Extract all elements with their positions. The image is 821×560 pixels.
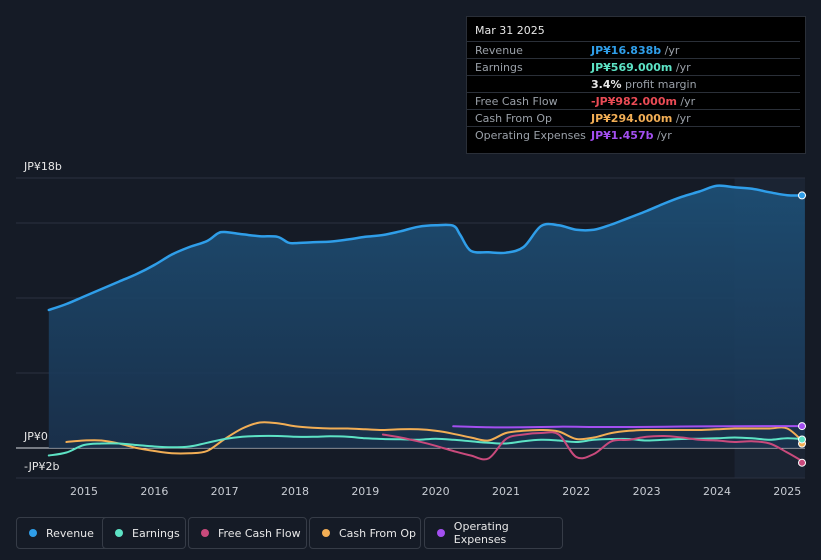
x-tick-label: 2022 [562,485,590,498]
legend-label-operating-expenses: Operating Expenses [453,520,509,546]
x-tick-label: 2015 [70,485,98,498]
tooltip-row: Operating Expenses JP¥1.457b /yr [467,126,800,143]
x-tick-label: 2020 [422,485,450,498]
legend-label-earnings: Earnings [132,526,180,540]
legend-dot-earnings [115,529,123,537]
series-line-revenue [47,184,807,312]
series-line-free-cash-flow [381,431,806,464]
legend-operating-expenses[interactable]: Operating Expenses [424,517,563,549]
tooltip-row-amount: JP¥16.838b [591,44,662,57]
tooltip-row-suffix: /yr [661,44,680,57]
tooltip-row-label: Free Cash Flow [475,95,558,108]
tooltip-row-amount: JP¥569.000m [591,61,673,74]
tooltip-panel: Mar 31 2025 Revenue JP¥16.838b /yr Earning… [466,16,806,154]
tooltip-row-value: -JP¥982.000m /yr [591,95,695,108]
x-tick-label: 2016 [140,485,168,498]
tooltip-row-value: JP¥569.000m /yr [591,61,691,74]
tooltip-row-amount: -JP¥982.000m [591,95,677,108]
x-tick-label: 2021 [492,485,520,498]
legend-label-free-cash-flow: Free Cash Flow [218,526,301,540]
series-endpoint-free-cash-flow [798,458,806,467]
legend-cash-from-op[interactable]: Cash From Op [309,517,421,549]
tooltip-row: 3.4% profit margin [467,75,800,92]
y-tick-label-zero: JP¥0 [24,430,48,443]
tooltip-row-label: Earnings [475,61,523,74]
legend-label-cash-from-op: Cash From Op [339,526,417,540]
legend-dot-cash-from-op [322,529,330,537]
legend-dot-revenue [29,529,37,537]
tooltip-row: Free Cash Flow -JP¥982.000m /yr [467,92,800,109]
x-tick-label: 2025 [773,485,801,498]
tooltip-row: Revenue JP¥16.838b /yr [467,41,800,58]
legend-free-cash-flow[interactable]: Free Cash Flow [188,517,307,549]
y-tick-label-bottom: -JP¥2b [24,460,60,473]
tooltip-row-label: Revenue [475,44,523,57]
tooltip-row-value: JP¥16.838b /yr [591,44,679,57]
tooltip-row-suffix: /yr [653,129,672,142]
tooltip-row-amount: JP¥294.000m [591,112,673,125]
tooltip-row-value: JP¥294.000m /yr [591,112,691,125]
tooltip-row: Cash From Op JP¥294.000m /yr [467,109,800,126]
series-endpoint-revenue [798,191,806,200]
x-tick-label: 2017 [211,485,239,498]
series-line-earnings [47,434,806,457]
x-tick-label: 2018 [281,485,309,498]
x-tick-label: 2023 [633,485,661,498]
x-tick-label: 2024 [703,485,731,498]
legend-label-revenue: Revenue [46,526,94,540]
tooltip-row-suffix: profit margin [621,78,697,91]
tooltip-row-suffix: /yr [672,112,691,125]
y-tick-label-top: JP¥18b [24,160,62,173]
tooltip-row-value: JP¥1.457b /yr [591,129,672,142]
x-tick-label: 2019 [351,485,379,498]
tooltip-row: Earnings JP¥569.000m /yr [467,58,800,75]
tooltip-row-suffix: /yr [676,95,696,108]
tooltip-row-suffix: /yr [672,61,691,74]
legend-earnings[interactable]: Earnings [102,517,186,549]
tooltip-row-value: 3.4% profit margin [591,78,697,91]
tooltip-row-amount: JP¥1.457b [591,129,654,142]
series-line-operating-expenses [452,425,806,429]
series-endpoint-operating-expenses [798,422,806,431]
tooltip-date: Mar 31 2025 [475,24,545,37]
series-area-revenue [48,185,805,448]
tooltip-row-amount: 3.4% [591,78,622,91]
legend-dot-operating-expenses [437,529,445,537]
series-endpoint-earnings [798,435,806,444]
legend-dot-free-cash-flow [201,529,209,537]
tooltip-row-label: Cash From Op [475,112,553,125]
tooltip-row-label: Operating Expenses [475,129,586,142]
series-line-cash-from-op [65,421,806,455]
